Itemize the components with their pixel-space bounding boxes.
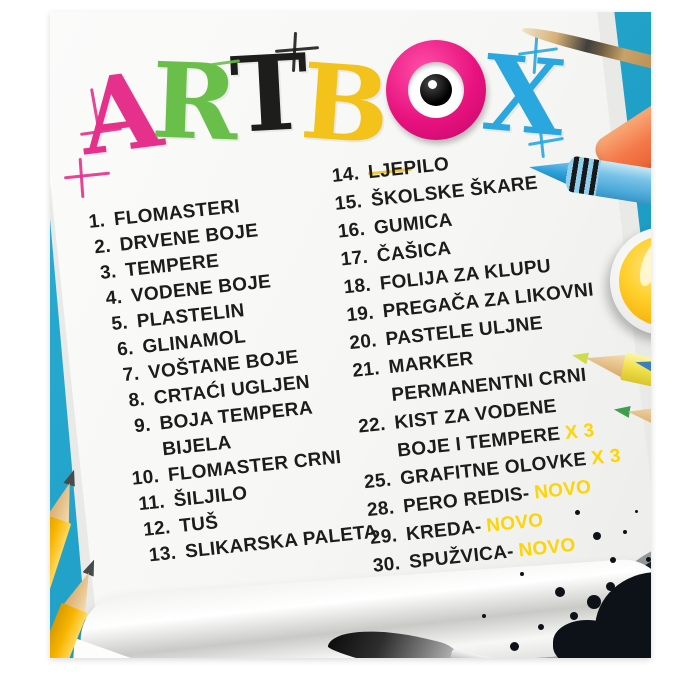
title-letter: X: [479, 30, 571, 161]
item-suffix-highlight: X 3: [590, 445, 622, 470]
supply-list-left: 1. FLOMASTERI 2. DRVENE BOJE 3. TEMPERE 4. VODE…: [68, 184, 379, 574]
item-number: 22.: [357, 413, 387, 438]
ink-splatter-dot: [587, 595, 601, 609]
title-letter: B: [296, 39, 394, 168]
item-number: 13.: [147, 542, 178, 567]
item-number: 2.: [93, 235, 112, 259]
ink-splatter-dot: [482, 614, 486, 618]
ink-splatter-dot: [623, 530, 627, 534]
item-number: 1.: [87, 210, 107, 233]
item-number: 14.: [330, 163, 361, 187]
item-number: 30.: [371, 553, 402, 577]
item-number: 9.: [133, 414, 152, 438]
paper-sheet: [50, 12, 651, 658]
item-number: 20.: [348, 330, 378, 355]
donut-eye-letter-o: [386, 40, 487, 140]
item-number: 29.: [368, 525, 399, 549]
item-number: 28.: [366, 497, 396, 522]
item-number: 5.: [110, 312, 130, 336]
ink-splatter-dot: [510, 642, 519, 651]
item-number: 15.: [333, 191, 364, 215]
item-number: 11.: [137, 491, 166, 516]
item-suffix-highlight: NOVO: [533, 476, 593, 504]
item-suffix-highlight: NOVO: [517, 534, 577, 562]
item-number: 4.: [104, 286, 124, 310]
ink-splatter-dot: [575, 510, 580, 515]
item-number: 19.: [345, 302, 375, 327]
title-letter: R: [149, 38, 241, 165]
ink-splatter-dot: [646, 557, 651, 562]
ink-splatter-dot: [538, 624, 544, 630]
item-number: 25.: [363, 469, 393, 494]
pencil-wood: [626, 400, 651, 430]
ink-splatter-dot: [593, 532, 601, 540]
pencil-point: [63, 468, 79, 487]
item-number: 16.: [336, 218, 367, 243]
item-number: 8.: [127, 389, 147, 412]
item-number: 7.: [121, 363, 141, 387]
ink-splatter-dot: [520, 572, 524, 576]
ink-splatter-dot: [555, 587, 565, 597]
ink-splatter-dot: [606, 582, 615, 591]
item-number: 21.: [351, 358, 381, 382]
pencil-point: [571, 349, 589, 364]
item-number: 17.: [339, 246, 370, 271]
item-number: 3.: [99, 261, 118, 284]
item-number: 18.: [342, 274, 373, 299]
item-suffix-highlight: NOVO: [485, 509, 545, 537]
item-number: 6.: [116, 337, 135, 361]
pencil-point: [83, 557, 100, 576]
ink-splatter-dot: [635, 510, 638, 513]
crayon-tip: [527, 156, 570, 184]
pencil-point: [613, 404, 631, 418]
eye-pupil: [420, 74, 453, 106]
ink-splatter-dot: [610, 557, 616, 563]
item-number: 10.: [130, 465, 161, 490]
eye-gleam: [428, 80, 438, 89]
item-number: 12.: [142, 517, 172, 541]
ink-splatter-dot: [570, 612, 578, 620]
item-suffix-highlight: X 3: [564, 420, 596, 445]
brush-ferrule: [445, 648, 494, 658]
